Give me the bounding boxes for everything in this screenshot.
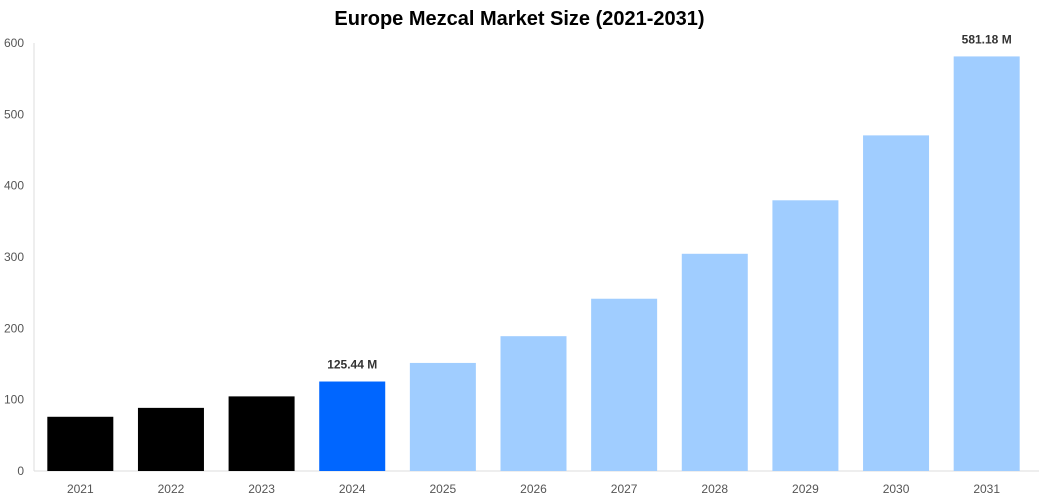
x-tick-label: 2028	[701, 482, 728, 496]
x-tick-label: 2022	[158, 482, 185, 496]
bar-2030	[863, 135, 930, 472]
y-tick-label: 400	[4, 179, 24, 193]
x-tick-label: 2027	[611, 482, 638, 496]
x-tick-label: 2031	[973, 482, 1000, 496]
bar-2029	[772, 200, 839, 472]
data-label: 125.44 M	[327, 358, 377, 372]
y-tick-label: 0	[17, 464, 24, 478]
y-tick-label: 200	[4, 321, 24, 335]
x-tick-label: 2021	[67, 482, 94, 496]
bar-2023	[228, 396, 295, 471]
x-tick-label: 2023	[248, 482, 275, 496]
chart-title: Europe Mezcal Market Size (2021-2031)	[334, 8, 705, 30]
x-tick-label: 2024	[339, 482, 366, 496]
bar-2024	[319, 381, 386, 471]
x-tick-label: 2029	[792, 482, 819, 496]
data-label: 581.18 M	[962, 32, 1012, 46]
bar-2027	[591, 298, 658, 471]
y-tick-label: 600	[4, 36, 24, 50]
y-tick-label: 300	[4, 250, 24, 264]
bar-2022	[137, 407, 204, 471]
bar-2031	[953, 56, 1020, 472]
x-tick-label: 2026	[520, 482, 547, 496]
bar-2028	[681, 253, 748, 471]
x-tick-label: 2025	[430, 482, 457, 496]
bar-2025	[409, 362, 476, 471]
y-tick-label: 500	[4, 107, 24, 121]
bar-2021	[47, 416, 114, 471]
y-tick-label: 100	[4, 393, 24, 407]
x-tick-label: 2030	[883, 482, 910, 496]
bar-2026	[500, 336, 567, 471]
